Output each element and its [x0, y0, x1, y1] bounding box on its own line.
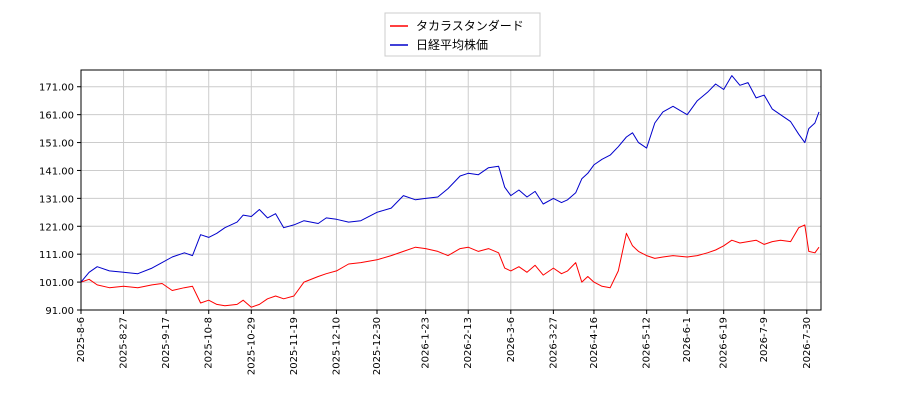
x-tick-label: 2026-4-16: [589, 317, 600, 369]
x-tick-label: 2026-3-6: [506, 317, 517, 362]
x-tick-label: 2026-6-19: [719, 317, 730, 369]
plot-area-frame: [80, 69, 822, 311]
x-tick-label: 2025-12-10: [331, 317, 342, 375]
y-tick-label: 101.00: [39, 278, 74, 289]
x-tick-label: 2025-12-30: [372, 317, 383, 375]
x-tick-label: 2026-3-27: [548, 317, 559, 369]
x-tick-label: 2026-7-9: [759, 317, 770, 362]
x-tick-label: 2026-1-23: [421, 317, 432, 369]
y-tick-label: 131.00: [39, 194, 74, 205]
x-tick-label: 2026-6-1: [682, 317, 693, 362]
legend-label-series-1: 日経平均株価: [416, 37, 488, 52]
series-layer: [80, 75, 820, 308]
x-tick-label: 2025-8-27: [119, 317, 130, 369]
y-tick-label: 91.00: [45, 306, 74, 317]
x-tick-label: 2025-8-6: [76, 317, 87, 362]
y-tick-label: 111.00: [39, 250, 74, 261]
y-tick-label: 141.00: [39, 166, 74, 177]
x-tick-label: 2025-10-29: [246, 317, 257, 375]
x-tick-label: 2025-10-8: [204, 317, 215, 369]
legend-label-series-0: タカラスタンダード: [416, 18, 524, 33]
y-tick-label: 171.00: [39, 83, 74, 94]
y-tick-label: 161.00: [39, 111, 74, 122]
x-tick-label: 2026-2-13: [463, 317, 474, 369]
x-axis: 2025-8-6 2025-8-27 2025-9-17 2025-10-8 2025-…: [76, 310, 813, 375]
x-tick-label: 2025-11-19: [289, 317, 300, 375]
x-tick-label: 2026-7-30: [802, 317, 813, 369]
x-tick-label: 2026-5-12: [642, 317, 653, 369]
series-line-0: [80, 224, 820, 308]
y-tick-label: 121.00: [39, 222, 74, 233]
series-line-1: [80, 75, 820, 283]
x-tick-label: 2025-9-17: [161, 317, 172, 369]
y-axis: 91.00 101.00 111.00 121.00 131.00 141.00 151.0…: [39, 83, 81, 317]
y-tick-label: 151.00: [39, 139, 74, 150]
legend: タカラスタンダード 日経平均株価: [384, 12, 541, 57]
legend-box: [384, 12, 541, 57]
